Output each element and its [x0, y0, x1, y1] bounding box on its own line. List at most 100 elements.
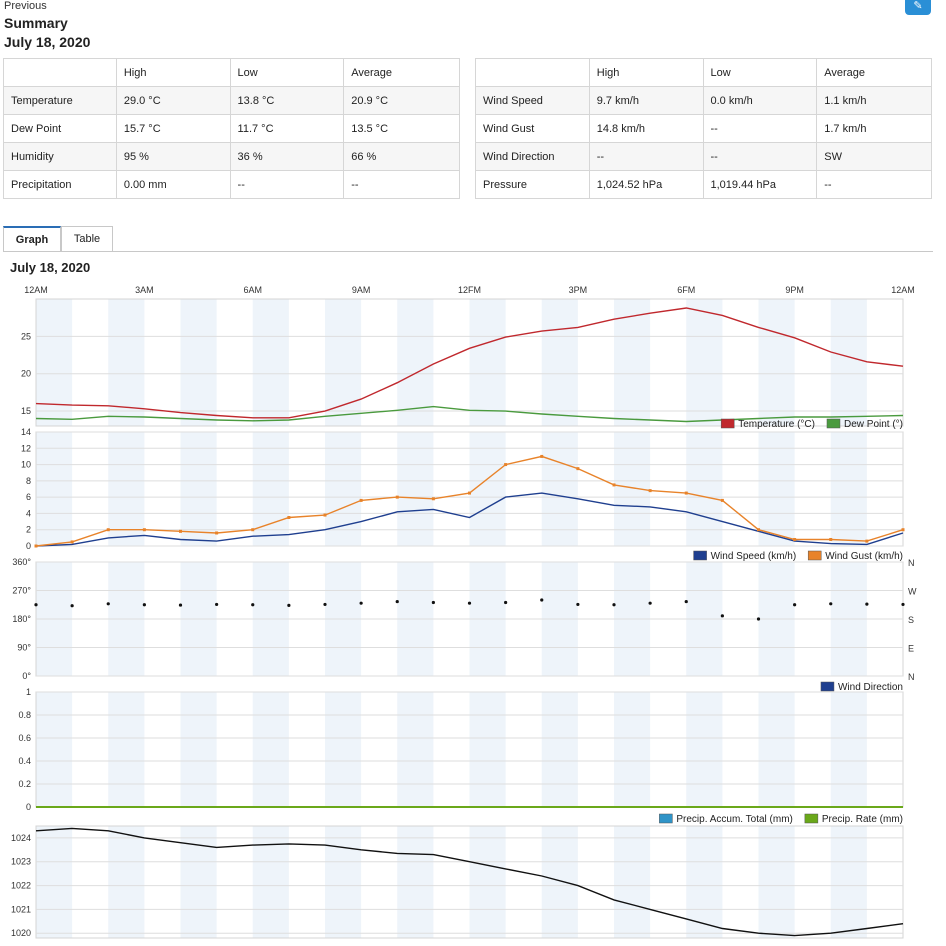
data-point	[756, 617, 761, 621]
time-band	[614, 299, 651, 426]
series-line	[35, 492, 904, 547]
y-tick-label: 20	[21, 369, 31, 379]
table-header-cell: Average	[343, 58, 460, 87]
gust-marker	[793, 537, 797, 541]
table-cell: 20.9 °C	[343, 86, 460, 115]
legend-swatch	[826, 418, 841, 429]
time-band	[686, 432, 723, 546]
summary-title: Summary	[4, 15, 68, 31]
table-header-cell: Average	[816, 58, 932, 87]
y-tick-label: 1020	[11, 928, 31, 938]
data-point	[684, 599, 688, 604]
gust-marker	[323, 513, 327, 517]
time-band	[830, 692, 867, 807]
tab-table[interactable]: Table	[61, 226, 113, 252]
time-band	[325, 692, 362, 807]
table-cell: 11.7 °C	[229, 114, 345, 143]
time-band	[614, 826, 651, 938]
y-tick-label: 0	[26, 802, 31, 812]
tab-graph[interactable]: Graph	[3, 226, 61, 252]
table-row: Humidity 95 % 36 % 66 %	[3, 142, 460, 171]
time-band	[541, 692, 578, 807]
y-tick-label: 1023	[11, 857, 31, 867]
data-point	[431, 600, 435, 605]
y-tick-label: 1	[26, 687, 31, 697]
table-row: Precipitation 0.00 mm -- --	[3, 170, 460, 199]
y-tick-label: 0.8	[18, 710, 31, 720]
y-tick-label: 360°	[12, 557, 31, 567]
gust-marker	[106, 528, 110, 532]
time-band	[252, 432, 289, 546]
previous-link[interactable]: Previous	[4, 0, 47, 12]
gust-marker	[395, 495, 399, 499]
table-cell: --	[702, 142, 818, 171]
data-point	[504, 600, 508, 605]
time-band	[252, 692, 289, 807]
gust-marker	[34, 544, 38, 548]
time-band	[686, 826, 723, 938]
summary-table-right: High Low Average Wind Speed 9.7 km/h 0.0…	[475, 58, 932, 199]
y-tick-label: 1024	[11, 833, 31, 843]
gust-marker	[829, 537, 833, 541]
table-cell: 14.8 km/h	[588, 114, 704, 143]
y-tick-label: 6	[26, 492, 31, 502]
gust-marker	[70, 540, 74, 544]
time-band	[758, 432, 795, 546]
x-tick-label: 12FM	[458, 285, 481, 295]
data-point	[901, 602, 905, 607]
data-point	[287, 603, 291, 607]
table-cell: 36 %	[229, 142, 345, 171]
legend-swatch	[693, 550, 707, 561]
edit-icon[interactable]: ✎	[905, 0, 931, 15]
table-cell: Precipitation	[3, 170, 117, 199]
tab-divider	[3, 251, 933, 252]
y-tick-label: 0.2	[18, 779, 31, 789]
view-tabs: Graph Table	[3, 226, 113, 252]
legend-label: Precip. Rate (mm)	[822, 814, 903, 825]
y-tick-label: 8	[26, 476, 31, 486]
table-row: Temperature 29.0 °C 13.8 °C 20.9 °C	[3, 86, 460, 115]
gust-marker	[901, 528, 905, 532]
time-band	[180, 299, 217, 426]
data-point	[576, 602, 580, 607]
legend-swatch	[804, 813, 819, 824]
data-point	[540, 598, 544, 602]
y-tick-label: 15	[21, 406, 31, 416]
time-band	[758, 826, 795, 938]
table-cell: --	[816, 170, 932, 199]
time-band	[397, 692, 434, 807]
table-cell: 1,024.52 hPa	[588, 170, 704, 199]
table-cell: 29.0 °C	[115, 86, 231, 115]
time-band	[614, 692, 651, 807]
time-band	[541, 299, 578, 426]
table-header-cell: High	[588, 58, 704, 87]
legend-swatch	[720, 418, 735, 429]
table-cell: --	[702, 114, 818, 143]
summary-date: July 18, 2020	[4, 34, 91, 50]
plot-frame	[35, 825, 904, 939]
legend-swatch	[659, 813, 673, 824]
table-header-cell: High	[115, 58, 231, 87]
x-tick-label: 12AM	[24, 285, 48, 295]
table-header-cell: Low	[229, 58, 345, 87]
chart-panel-1: 15 20 25 Dew Point (°) Temperature (°C)	[21, 298, 904, 430]
time-band	[325, 432, 362, 546]
time-band	[758, 299, 795, 426]
x-tick-label: 9AM	[352, 285, 371, 295]
time-band	[325, 299, 362, 426]
chart-panel-4: 0 0.2 0.4 0.6 0.8 1 Precip. Rate (mm) Precip. A…	[18, 687, 904, 825]
time-band	[397, 299, 434, 426]
time-band	[614, 432, 651, 546]
y-tick-label: 180°	[12, 614, 31, 624]
y-tick-label: 2	[26, 525, 31, 535]
table-row: Wind Direction -- -- SW	[475, 142, 932, 171]
series-line	[35, 405, 904, 423]
time-band	[36, 826, 73, 938]
gust-marker	[540, 454, 544, 458]
time-band	[541, 826, 578, 938]
compass-label: N	[908, 558, 915, 568]
legend-swatch	[820, 681, 835, 692]
x-tick-label: 12AM	[891, 285, 915, 295]
table-cell: 15.7 °C	[115, 114, 231, 143]
